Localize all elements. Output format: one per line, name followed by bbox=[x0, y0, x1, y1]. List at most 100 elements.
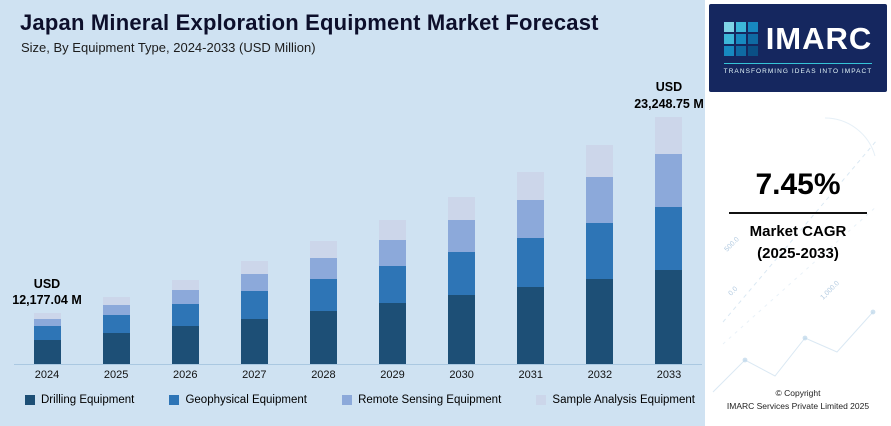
value-annotation-line: USD bbox=[655, 80, 683, 95]
bar-column-2033: USD 23,248.75 M 2033 bbox=[634, 62, 704, 382]
segment-remote-sensing-equipment bbox=[379, 239, 407, 266]
value-annotation-2024: USD 12,177.04 M bbox=[12, 276, 82, 309]
bar-column-2029: 2029 bbox=[360, 62, 426, 382]
segment-geophysical-equipment bbox=[33, 326, 61, 340]
chart-subtitle: Size, By Equipment Type, 2024-2033 (USD … bbox=[21, 40, 316, 55]
segment-drilling-equipment bbox=[240, 318, 268, 364]
stacked-bar-2031 bbox=[517, 172, 545, 364]
copyright-line2: IMARC Services Private Limited 2025 bbox=[726, 401, 870, 412]
x-axis-label-2027: 2027 bbox=[242, 369, 267, 381]
segment-drilling-equipment bbox=[171, 326, 199, 364]
segment-sample-analysis-equipment bbox=[448, 196, 476, 221]
segment-sample-analysis-equipment bbox=[586, 145, 614, 178]
value-annotation-line: USD bbox=[33, 276, 61, 291]
segment-sample-analysis-equipment bbox=[240, 261, 268, 275]
stacked-bar-2030 bbox=[448, 196, 476, 364]
bar-column-2024: USD 12,177.04 M 2024 bbox=[12, 62, 82, 382]
segment-remote-sensing-equipment bbox=[517, 199, 545, 238]
x-axis-label-2033: 2033 bbox=[656, 369, 682, 381]
x-axis-label-2025: 2025 bbox=[103, 369, 129, 381]
cagr-label: Market CAGR (2025-2033) bbox=[705, 221, 891, 265]
decor-axis-label: 0.0 bbox=[727, 286, 739, 298]
segment-geophysical-equipment bbox=[309, 278, 337, 312]
value-annotation-line: 23,248.75 M bbox=[634, 96, 704, 111]
segment-remote-sensing-equipment bbox=[448, 220, 476, 252]
legend-item-drilling-equipment: Drilling Equipment bbox=[25, 394, 134, 406]
cagr-label-line1: Market CAGR bbox=[749, 223, 847, 240]
x-axis-label-2024: 2024 bbox=[34, 369, 60, 381]
segment-geophysical-equipment bbox=[171, 303, 199, 326]
segment-sample-analysis-equipment bbox=[379, 219, 407, 240]
stacked-bar-2032 bbox=[586, 145, 614, 364]
value-annotation-2033: USD 23,248.75 M bbox=[634, 79, 704, 112]
segment-drilling-equipment bbox=[309, 311, 337, 364]
segment-drilling-equipment bbox=[448, 295, 476, 364]
bar-column-2025: 2025 bbox=[83, 62, 149, 382]
legend-item-geophysical-equipment: Geophysical Equipment bbox=[169, 394, 307, 406]
bar-column-2032: 2032 bbox=[567, 62, 633, 382]
stacked-bar-2027 bbox=[240, 261, 268, 364]
segment-sample-analysis-equipment bbox=[171, 279, 199, 291]
x-axis-label-2031: 2031 bbox=[518, 369, 543, 381]
segment-sample-analysis-equipment bbox=[309, 241, 337, 258]
segment-geophysical-equipment bbox=[240, 291, 268, 319]
segment-remote-sensing-equipment bbox=[33, 319, 61, 327]
bar-column-2030: 2030 bbox=[429, 62, 495, 382]
imarc-logo-icon bbox=[723, 21, 758, 56]
chart-title: Japan Mineral Exploration Equipment Mark… bbox=[20, 10, 599, 35]
segment-sample-analysis-equipment bbox=[517, 172, 545, 200]
chart-area: Japan Mineral Exploration Equipment Mark… bbox=[12, 10, 704, 406]
value-annotation-line: 12,177.04 M bbox=[12, 292, 82, 307]
imarc-logo-text: IMARC bbox=[765, 21, 873, 56]
segment-drilling-equipment bbox=[379, 303, 407, 364]
segment-geophysical-equipment bbox=[102, 315, 130, 334]
legend-label: Remote Sensing Equipment bbox=[358, 394, 502, 406]
copyright-line1: © Copyright bbox=[775, 387, 821, 398]
legend-swatch-geophysical-equipment bbox=[169, 395, 180, 405]
x-axis-label-2032: 2032 bbox=[587, 369, 613, 381]
cagr-divider bbox=[729, 212, 867, 214]
segment-remote-sensing-equipment bbox=[171, 290, 199, 304]
x-axis-line bbox=[14, 364, 702, 365]
segment-remote-sensing-equipment bbox=[240, 274, 268, 292]
legend-label: Geophysical Equipment bbox=[185, 394, 307, 406]
legend-swatch-drilling-equipment bbox=[25, 395, 35, 405]
imarc-logo: IMARC TRANSFORMING IDEAS INTO IMPACT bbox=[709, 4, 887, 92]
bar-column-2028: 2028 bbox=[290, 62, 356, 382]
segment-remote-sensing-equipment bbox=[586, 177, 614, 223]
stacked-bar-2025 bbox=[102, 297, 130, 364]
segment-drilling-equipment bbox=[655, 270, 683, 364]
decor-axis-label: 1,000.0 bbox=[819, 280, 841, 302]
imarc-logo-row: IMARC bbox=[723, 21, 873, 56]
legend-swatch-sample-analysis-equipment bbox=[536, 395, 547, 405]
segment-remote-sensing-equipment bbox=[309, 257, 337, 279]
segment-geophysical-equipment bbox=[379, 265, 407, 304]
segment-geophysical-equipment bbox=[586, 222, 614, 279]
chart-legend: Drilling Equipment Geophysical Equipment R… bbox=[25, 394, 695, 406]
legend-label: Sample Analysis Equipment bbox=[552, 394, 695, 406]
legend-swatch-remote-sensing-equipment bbox=[342, 395, 353, 405]
bar-column-2031: 2031 bbox=[498, 62, 564, 382]
x-axis-label-2029: 2029 bbox=[380, 369, 405, 381]
x-axis-label-2026: 2026 bbox=[172, 369, 198, 381]
bar-column-2027: 2027 bbox=[221, 62, 287, 382]
legend-item-remote-sensing-equipment: Remote Sensing Equipment bbox=[342, 394, 501, 406]
segment-geophysical-equipment bbox=[517, 237, 545, 288]
segment-sample-analysis-equipment bbox=[33, 313, 61, 320]
bar-column-2026: 2026 bbox=[152, 62, 218, 382]
segment-remote-sensing-equipment bbox=[102, 305, 130, 316]
segment-remote-sensing-equipment bbox=[655, 154, 683, 208]
copyright-notice: © Copyright IMARC Services Private Limit… bbox=[705, 387, 891, 414]
legend-label: Drilling Equipment bbox=[41, 394, 135, 406]
imarc-tagline: TRANSFORMING IDEAS INTO IMPACT bbox=[723, 62, 873, 75]
stacked-bar-2028 bbox=[309, 241, 337, 364]
stacked-bar-2029 bbox=[379, 219, 407, 364]
brand-panel: 0.0 500.0 1,000.0 IMARC TRANSFORMING IDE… bbox=[705, 0, 891, 426]
stacked-bar-2026 bbox=[171, 279, 199, 364]
stacked-bar-2033 bbox=[655, 116, 683, 364]
segment-drilling-equipment bbox=[102, 333, 130, 364]
stacked-bar-chart: USD 12,177.04 M 2024 2025 2026 2027 2028 2029 20… bbox=[12, 62, 704, 382]
cagr-value: 7.45% bbox=[755, 168, 841, 201]
segment-sample-analysis-equipment bbox=[655, 116, 683, 155]
legend-item-sample-analysis-equipment: Sample Analysis Equipment bbox=[536, 394, 695, 406]
